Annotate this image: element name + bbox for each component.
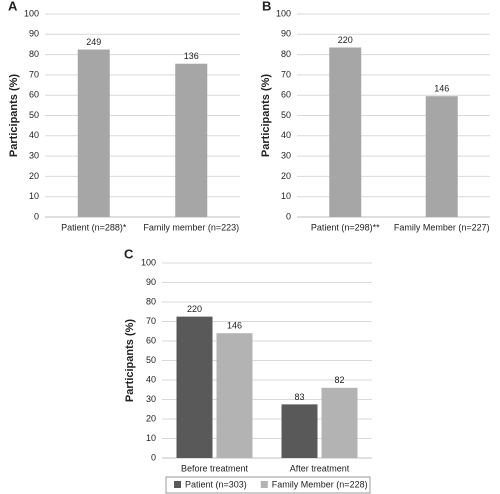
legend-label: Family Member (n=228) xyxy=(272,479,368,489)
bar-label: 249 xyxy=(86,37,101,47)
y-tick-label: 50 xyxy=(281,110,291,120)
x-tick-label: Family Member (n=227) xyxy=(394,222,490,232)
y-tick-label: 40 xyxy=(281,130,291,140)
y-tick-label: 0 xyxy=(34,211,39,221)
bar-label: 136 xyxy=(184,51,199,61)
panel-label: B xyxy=(262,0,271,13)
y-tick-label: 70 xyxy=(146,316,156,326)
y-tick-label: 40 xyxy=(29,130,39,140)
bar-label: 146 xyxy=(227,321,242,331)
legend-swatch xyxy=(260,481,268,488)
y-axis-label: Participants (%) xyxy=(124,319,136,402)
bar xyxy=(176,316,213,458)
bar xyxy=(329,47,362,218)
y-tick-label: 10 xyxy=(29,191,39,201)
bar-label: 82 xyxy=(334,375,344,385)
y-tick-label: 100 xyxy=(276,8,291,18)
y-tick-label: 0 xyxy=(286,211,291,221)
y-tick-label: 100 xyxy=(141,257,156,267)
bar-label: 220 xyxy=(338,35,353,45)
y-tick-label: 90 xyxy=(281,29,291,39)
y-tick-label: 60 xyxy=(281,90,291,100)
legend-swatch xyxy=(174,481,181,488)
y-tick-label: 20 xyxy=(146,413,156,423)
y-tick-label: 70 xyxy=(281,69,291,79)
x-tick-label: Before treatment xyxy=(181,463,249,473)
bar-label: 83 xyxy=(294,392,304,402)
y-tick-label: 50 xyxy=(29,110,39,120)
y-tick-label: 70 xyxy=(29,69,39,79)
y-tick-label: 80 xyxy=(281,49,291,59)
y-tick-label: 80 xyxy=(146,296,156,306)
x-tick-label: Family member (n=223) xyxy=(143,222,239,232)
y-tick-label: 100 xyxy=(24,8,39,18)
y-tick-label: 60 xyxy=(29,90,39,100)
x-tick-label: Patient (n=298)** xyxy=(311,222,380,232)
bar-label: 220 xyxy=(187,304,202,314)
panel-label: A xyxy=(8,0,18,13)
bar xyxy=(321,387,358,458)
y-tick-label: 60 xyxy=(146,335,156,345)
y-tick-label: 90 xyxy=(29,29,39,39)
y-tick-label: 30 xyxy=(281,150,291,160)
y-tick-label: 80 xyxy=(29,49,39,59)
bar xyxy=(281,404,318,458)
y-tick-label: 10 xyxy=(146,433,156,443)
bar xyxy=(425,96,458,217)
legend-label: Patient (n=303) xyxy=(185,479,247,489)
y-tick-label: 50 xyxy=(146,355,156,365)
bar xyxy=(175,63,208,217)
panel-label: C xyxy=(124,246,134,261)
legend-box xyxy=(165,476,371,494)
y-tick-label: 90 xyxy=(146,277,156,287)
y-tick-label: 40 xyxy=(146,374,156,384)
bar xyxy=(77,49,110,218)
x-tick-label: After treatment xyxy=(290,463,350,473)
y-tick-label: 20 xyxy=(29,171,39,181)
y-tick-label: 20 xyxy=(281,171,291,181)
y-axis-label: Participants (%) xyxy=(260,74,272,157)
y-tick-label: 30 xyxy=(29,150,39,160)
bar xyxy=(216,333,253,458)
x-tick-label: Patient (n=288)* xyxy=(61,222,127,232)
y-tick-label: 30 xyxy=(146,394,156,404)
y-axis-label: Participants (%) xyxy=(8,74,20,157)
bar-label: 146 xyxy=(434,84,449,94)
y-tick-label: 10 xyxy=(281,191,291,201)
y-tick-label: 0 xyxy=(151,452,156,462)
